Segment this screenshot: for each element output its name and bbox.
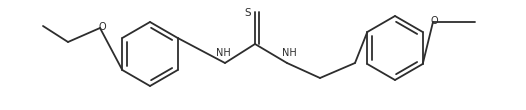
Text: NH: NH <box>281 48 296 58</box>
Text: O: O <box>430 16 438 26</box>
Text: O: O <box>98 22 106 32</box>
Text: NH: NH <box>216 48 230 58</box>
Text: S: S <box>245 8 251 18</box>
